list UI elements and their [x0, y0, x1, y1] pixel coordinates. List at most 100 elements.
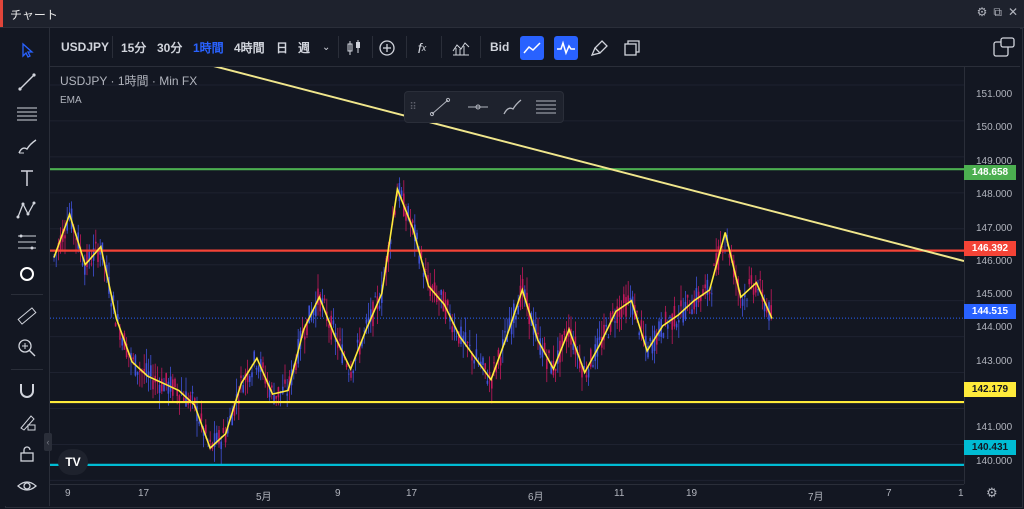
candlestick-icon[interactable] [342, 36, 366, 60]
settings-icon[interactable]: ⚙ [976, 5, 988, 19]
brush-icon[interactable] [499, 95, 525, 119]
candle-body [495, 366, 497, 373]
candle-body [565, 335, 568, 342]
candle-body [447, 300, 449, 306]
add-compare-icon[interactable] [375, 36, 399, 60]
candle-body [405, 213, 407, 221]
pulse-chart-toggle-icon[interactable] [554, 36, 578, 60]
circle-icon[interactable] [13, 262, 41, 286]
candle-body [642, 335, 645, 338]
candle-body [748, 279, 750, 285]
candle-body [579, 359, 581, 369]
trend-line-icon[interactable] [427, 95, 453, 119]
interval-4h[interactable]: 4時間 [234, 40, 265, 55]
candle-body [422, 272, 425, 277]
candle-body [750, 275, 753, 284]
candle-body [473, 360, 475, 364]
candle-body [649, 338, 651, 342]
candle-body [433, 282, 436, 296]
axis-settings-gear-icon[interactable]: ⚙ [986, 485, 998, 500]
drag-handle-icon[interactable]: ⠿ [409, 101, 417, 113]
candle-body [147, 371, 150, 377]
fib-icon[interactable] [13, 230, 41, 254]
interval-30m[interactable]: 30分 [157, 40, 183, 55]
interval-week[interactable]: 週 [298, 40, 311, 55]
candle-body [284, 379, 286, 384]
candle-body [200, 413, 203, 422]
candle-body [90, 263, 93, 265]
candle-body [288, 376, 291, 388]
candle-body [627, 295, 629, 302]
candle-body [268, 387, 271, 398]
pattern-icon[interactable] [13, 198, 41, 222]
candle-body [607, 336, 610, 338]
price-axis[interactable] [964, 67, 1021, 484]
horizontal-ray-icon[interactable] [465, 95, 491, 119]
price-label-cyan: 140.431 [964, 440, 1016, 455]
time-axis[interactable] [50, 484, 964, 507]
price-chart[interactable] [50, 67, 964, 484]
candle-body [700, 296, 702, 302]
candle-body [86, 251, 88, 268]
candle-body [249, 376, 251, 382]
candle-body [209, 439, 211, 442]
tradingview-logo[interactable]: TV [58, 449, 88, 475]
interval-1h[interactable]: 1時間 [193, 40, 224, 55]
price-label-green: 148.658 [964, 165, 1016, 180]
candle-body [598, 336, 601, 340]
zoom-in-icon[interactable] [13, 336, 41, 360]
candle-body [653, 330, 656, 351]
candle-body [310, 311, 313, 321]
trend-line-icon[interactable] [13, 70, 41, 94]
interval-15m[interactable]: 15分 [121, 40, 147, 55]
price-tick: 151.000 [976, 89, 1013, 100]
symbol-selector[interactable]: USDJPY [61, 40, 110, 54]
magnet-icon[interactable] [13, 378, 41, 402]
eye-icon[interactable] [13, 474, 41, 498]
cursor-icon[interactable] [13, 38, 41, 62]
lock-icon[interactable] [13, 442, 41, 466]
collapse-sidebar-chevron-icon[interactable]: ‹ [44, 433, 52, 451]
interval-dropdown-chevron-icon[interactable]: ⌄ [322, 41, 331, 53]
templates-icon[interactable] [449, 36, 473, 60]
ruler-icon[interactable] [13, 304, 41, 328]
candle-body [117, 314, 119, 322]
candle-body [427, 275, 429, 284]
candle-body [596, 338, 599, 357]
candle-body [651, 339, 654, 354]
horizontal-lines-icon[interactable] [13, 102, 41, 126]
candle-body [119, 328, 121, 340]
text-tool-icon[interactable] [13, 166, 41, 190]
lock-drawing-icon[interactable] [13, 410, 41, 434]
legend-separator: · [110, 74, 118, 88]
candle-body [231, 413, 233, 426]
candle-body [708, 291, 711, 294]
close-icon[interactable]: ✕ [1007, 5, 1018, 19]
indicator-legend-ema[interactable]: EMA [60, 95, 82, 106]
candle-body [741, 299, 744, 306]
candle-body [746, 299, 748, 301]
horizontal-lines-icon[interactable] [533, 95, 559, 119]
copy-window-icon[interactable] [620, 36, 644, 60]
candle-body [229, 415, 231, 418]
brush-icon[interactable] [13, 134, 41, 158]
popout-icon[interactable]: ⧉ [993, 5, 1002, 19]
clear-drawings-brush-icon[interactable] [588, 36, 612, 60]
candle-body [759, 279, 761, 281]
candle-body [770, 305, 772, 319]
price-source-bid[interactable]: Bid [490, 40, 510, 54]
layout-switch-icon[interactable] [990, 33, 1018, 61]
interval-day[interactable]: 日 [276, 40, 289, 55]
price-tick: 148.000 [976, 189, 1013, 200]
candle-body [363, 330, 365, 332]
candle-body [647, 345, 649, 358]
candle-body [416, 232, 418, 240]
price-tick: 144.000 [976, 322, 1013, 333]
candle-body [704, 284, 706, 289]
candle-body [273, 394, 275, 404]
line-chart-toggle-icon[interactable] [520, 36, 544, 60]
candle-body [488, 371, 491, 378]
drawing-toolbar [5, 28, 50, 506]
candle-body [682, 311, 684, 323]
